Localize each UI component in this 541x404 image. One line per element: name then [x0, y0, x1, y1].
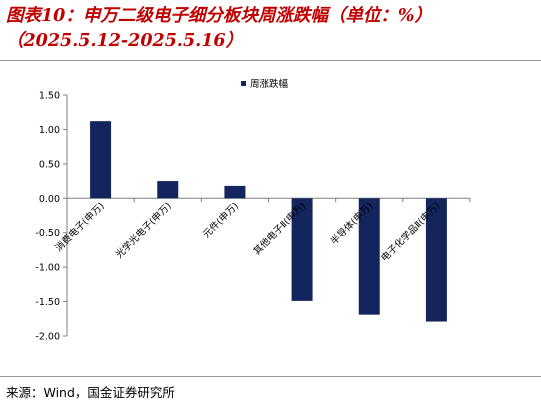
top-divider — [0, 60, 541, 61]
y-tick-label: 0.00 — [39, 194, 60, 205]
y-tick-label: -1.00 — [35, 263, 60, 274]
y-tick-label: -2.00 — [35, 332, 60, 343]
x-tick-label: 消费电子(申万) — [53, 200, 107, 254]
source-note: 来源：Wind，国金证券研究所 — [6, 385, 175, 400]
y-tick-label: 0.50 — [39, 159, 60, 170]
bar — [425, 198, 447, 322]
bar — [90, 121, 112, 199]
bar — [358, 198, 380, 315]
bar — [291, 198, 313, 301]
legend-swatch — [241, 81, 246, 86]
legend-label: 周涨跌幅 — [250, 78, 289, 90]
y-tick-label: 1.50 — [39, 91, 60, 102]
bottom-divider — [0, 376, 541, 377]
chart-title-line-1: 图表10：申万二级电子细分板块周涨跌幅（单位：%） — [6, 6, 432, 26]
y-tick-label: 1.00 — [39, 125, 60, 136]
chart-title-line-2: （2025.5.12-2025.5.16） — [6, 31, 244, 51]
y-tick-label: -1.50 — [35, 297, 60, 308]
chart-title: 图表10：申万二级电子细分板块周涨跌幅（单位：%） （2025.5.12-202… — [6, 4, 536, 54]
y-tick-label: -0.50 — [35, 228, 60, 239]
bar — [224, 185, 246, 199]
bar-chart: 1.50 1.00 0.50 0.00 -0.50 -1.00 -1.50 -2.00 消费电子… — [35, 78, 471, 343]
x-tick-label: 元件(申万) — [200, 200, 241, 241]
bar — [157, 181, 179, 199]
x-tick-label: 光学光电子(申万) — [113, 200, 174, 261]
